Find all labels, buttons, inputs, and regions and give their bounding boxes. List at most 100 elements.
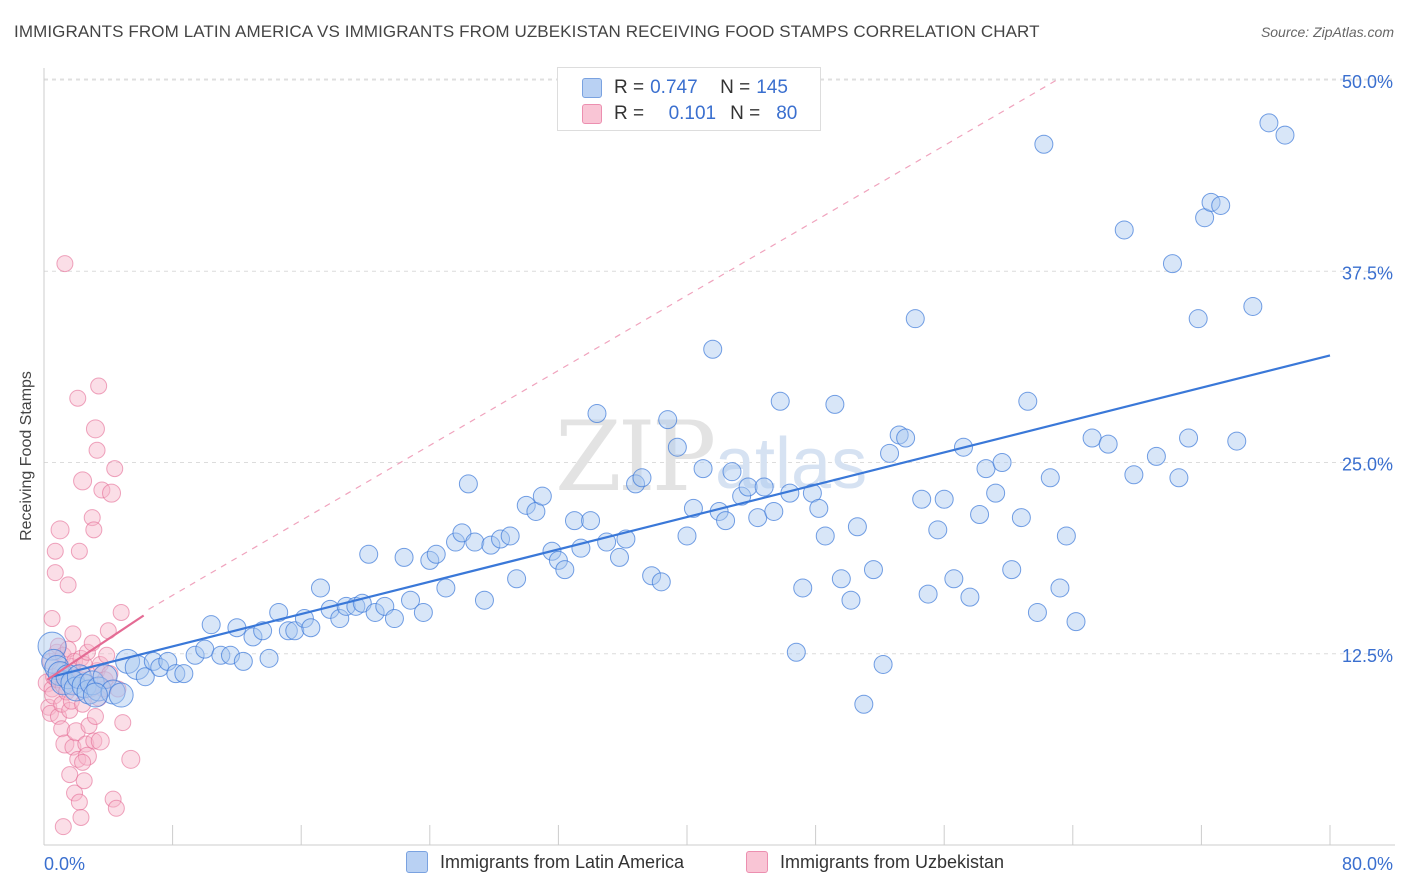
latin-america-point — [452, 523, 472, 543]
latin-america-point — [581, 511, 601, 531]
uzbekistan-point — [72, 808, 90, 826]
uzbekistan-point — [73, 471, 93, 491]
latin-america-point — [310, 578, 330, 598]
uzbekistan-point — [70, 542, 88, 560]
latin-america-point — [82, 682, 108, 708]
uzbekistan-point — [106, 460, 124, 478]
latin-america-point — [722, 462, 742, 482]
uzbekistan-point — [104, 790, 122, 808]
latin-america-point — [793, 578, 813, 598]
x-tick-label: 80.0% — [1342, 854, 1393, 874]
latin-america-point — [786, 642, 806, 662]
latin-america-point — [394, 547, 414, 567]
uzbekistan-point — [112, 603, 130, 621]
latin-america-point — [401, 590, 421, 610]
uzbekistan-point — [80, 717, 98, 735]
watermark-text: ZIP — [555, 401, 714, 513]
latin-america-point — [716, 511, 736, 531]
uzbekistan-point — [121, 749, 141, 769]
legend-row-latin-america: R = 0.747 N = 145 — [582, 76, 788, 100]
pink-swatch-icon — [746, 851, 768, 873]
latin-america-point — [667, 437, 687, 457]
r-value: 0.101 — [668, 103, 717, 124]
latin-america-point — [841, 590, 861, 610]
blue-swatch-icon — [582, 78, 602, 98]
latin-america-point — [465, 532, 485, 552]
uzbekistan-series — [37, 255, 141, 836]
latin-america-point — [1011, 508, 1031, 528]
pink-swatch-icon — [582, 104, 602, 124]
latin-america-point — [436, 578, 456, 598]
latin-america-point — [970, 505, 990, 525]
latin-america-point — [1188, 309, 1208, 329]
latin-america-point — [1162, 254, 1182, 274]
latin-america-point — [301, 618, 321, 638]
latin-america-point — [873, 654, 893, 674]
uzbekistan-point — [85, 419, 105, 439]
uzbekistan-point — [90, 731, 110, 751]
reference-diagonal — [148, 79, 1058, 610]
latin-america-point — [1227, 431, 1247, 451]
latin-america-point — [642, 566, 662, 586]
latin-america-point — [516, 495, 536, 515]
latin-america-point — [854, 694, 874, 714]
n-value: 145 — [756, 77, 788, 98]
latin-america-point — [1146, 446, 1166, 466]
latin-america-point — [166, 664, 186, 684]
n-label: N = — [730, 103, 761, 124]
latin-america-point — [564, 511, 584, 531]
latin-america-point — [269, 602, 289, 622]
y-tick-label: 25.0% — [1342, 455, 1393, 475]
latin-america-point — [764, 501, 784, 521]
latin-america-point — [1056, 526, 1076, 546]
uzbekistan-trend-line — [46, 614, 145, 681]
uzbekistan-point — [64, 625, 82, 643]
y-tick-label: 37.5% — [1342, 263, 1393, 283]
latin-america-point — [1169, 468, 1189, 488]
uzbekistan-point — [56, 255, 74, 273]
source-label: Source: ZipAtlas.com — [1260, 24, 1394, 40]
y-tick-label: 12.5% — [1342, 646, 1393, 666]
latin-america-point — [896, 428, 916, 448]
latin-america-point — [201, 615, 221, 635]
latin-america-point — [754, 477, 774, 497]
blue-swatch-icon — [406, 851, 428, 873]
latin-america-point — [847, 517, 867, 537]
latin-america-point — [738, 477, 758, 497]
latin-america-point — [587, 404, 607, 424]
uzbekistan-point — [43, 610, 61, 628]
latin-america-point — [658, 410, 678, 430]
uzbekistan-point — [54, 818, 72, 836]
latin-america-point — [233, 651, 253, 671]
uzbekistan-point — [50, 520, 70, 540]
latin-america-point — [960, 587, 980, 607]
bottom-legend-latin-america: Immigrants from Latin America — [406, 851, 684, 873]
latin-america-point — [1018, 391, 1038, 411]
correlation-legend: R = 0.747 N = 145 R = 0.101 N = 80 — [557, 67, 821, 131]
latin-america-point — [693, 459, 713, 479]
r-label: R = — [614, 103, 645, 124]
latin-america-series — [37, 113, 1295, 714]
r-value: 0.747 — [650, 77, 698, 98]
tick-labels: 12.5% 25.0% 37.5% 50.0% 0.0% 80.0% — [44, 72, 1393, 874]
chart-title: IMMIGRANTS FROM LATIN AMERICA VS IMMIGRA… — [14, 22, 1040, 41]
axes — [43, 68, 1395, 846]
latin-america-point — [365, 602, 385, 622]
latin-america-point — [703, 339, 723, 359]
latin-america-point — [500, 526, 520, 546]
latin-america-point — [481, 535, 501, 555]
legend-label: Immigrants from Latin America — [440, 851, 685, 872]
uzbekistan-point — [85, 732, 103, 750]
latin-america-point — [651, 572, 671, 592]
uzbekistan-point — [85, 521, 103, 539]
latin-america-point — [1034, 134, 1054, 154]
legend-row-uzbekistan: R = 0.101 N = 80 — [582, 102, 797, 126]
latin-america-point — [259, 648, 279, 668]
latin-america-point — [211, 645, 231, 665]
grid-lines — [44, 78, 1395, 655]
latin-america-point — [1211, 195, 1231, 215]
latin-america-point — [1259, 113, 1279, 133]
uzbekistan-point — [61, 766, 79, 784]
uzbekistan-point — [46, 564, 64, 582]
